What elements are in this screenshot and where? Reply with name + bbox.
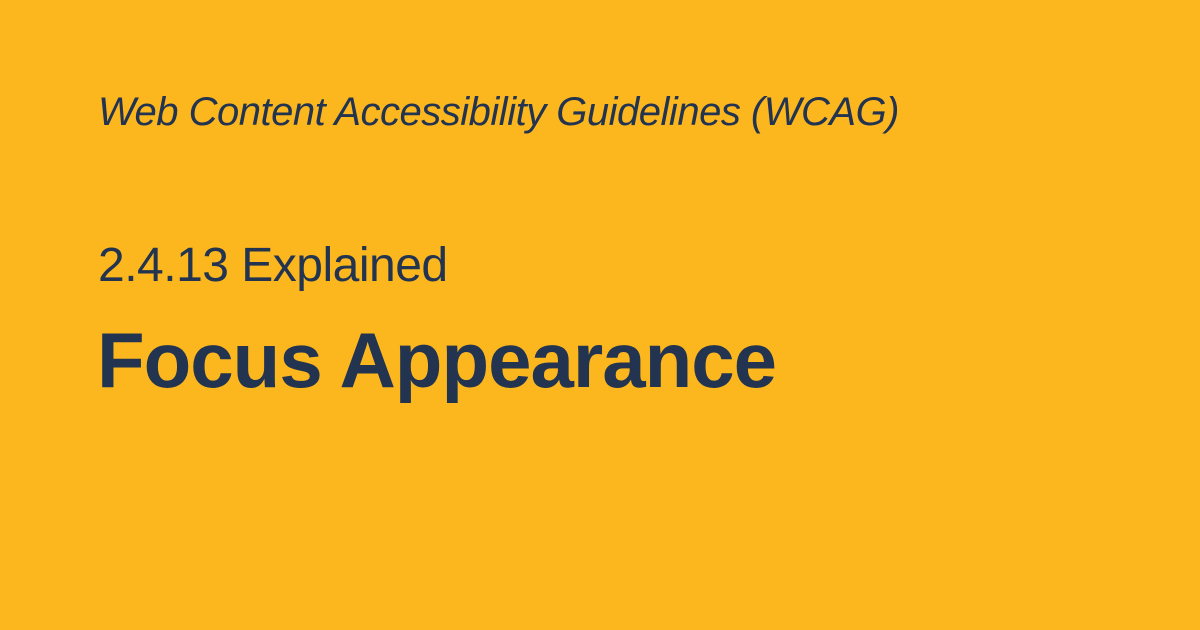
page-title: Focus Appearance <box>97 316 777 404</box>
criterion-subtitle: 2.4.13 Explained <box>98 239 448 292</box>
series-kicker: Web Content Accessibility Guidelines (WC… <box>98 90 900 134</box>
